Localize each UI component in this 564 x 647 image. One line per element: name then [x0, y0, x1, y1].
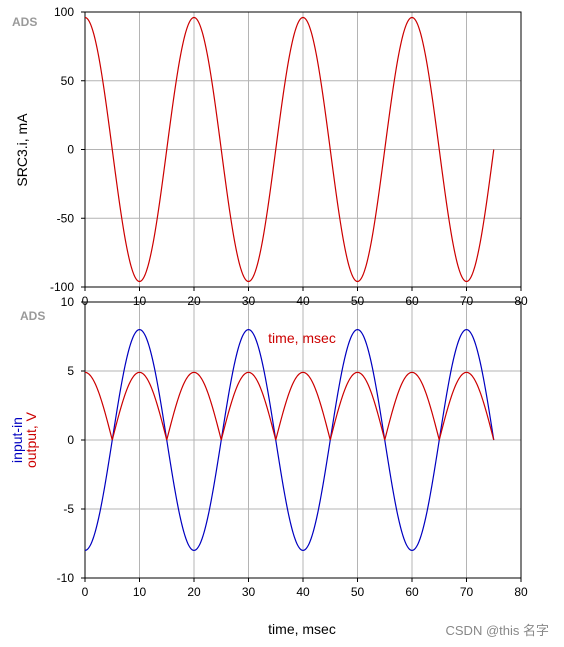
- x-tick-label: 10: [133, 585, 147, 599]
- y-tick-label: -50: [57, 211, 75, 225]
- series-lines-bottom: [84, 328, 495, 552]
- y-ticks-top: 100 50 0 -50 -100: [50, 5, 85, 294]
- x-tick-label: 20: [187, 585, 201, 599]
- x-tick-label: 80: [514, 294, 528, 308]
- x-tick-label: 0: [82, 294, 89, 308]
- y-tick-label: -5: [63, 502, 74, 516]
- y-axis-label-input: input-in: [9, 417, 25, 463]
- x-tick-label: 70: [460, 294, 474, 308]
- x-tick-label: 50: [351, 585, 365, 599]
- watermark: CSDN @this 名字: [446, 623, 550, 638]
- x-ticks-top: 0 10 20 30 40 50 60 70 80: [82, 287, 528, 308]
- x-tick-label: 70: [460, 585, 474, 599]
- y-tick-label: 50: [61, 74, 75, 88]
- x-tick-label: 40: [296, 294, 310, 308]
- ads-badge-bottom: ADS: [20, 309, 45, 323]
- x-tick-label: 60: [405, 585, 419, 599]
- x-axis-label-top: time, msec: [268, 330, 336, 346]
- grid-top: [85, 12, 521, 287]
- y-tick-label: 0: [67, 433, 74, 447]
- y-axis-label-top: SRC3.i, mA: [14, 113, 30, 187]
- x-tick-label: 40: [296, 585, 310, 599]
- x-tick-label: 50: [351, 294, 365, 308]
- x-axis-label-bottom: time, msec: [268, 621, 336, 637]
- x-tick-label: 0: [82, 585, 89, 599]
- series-line-output: [84, 371, 495, 441]
- y-tick-label: 10: [61, 295, 75, 309]
- x-tick-label: 20: [187, 294, 201, 308]
- y-tick-label: -10: [57, 571, 75, 585]
- y-ticks-bottom: 10 5 0 -5 -10: [57, 295, 85, 585]
- x-tick-label: 80: [514, 585, 528, 599]
- y-tick-label: -100: [50, 280, 74, 294]
- y-axis-label-output: output, V: [23, 411, 39, 468]
- y-tick-label: 100: [54, 5, 74, 19]
- series-lines-top: [84, 16, 495, 283]
- x-tick-label: 10: [133, 294, 147, 308]
- x-tick-label: 30: [242, 294, 256, 308]
- series-line-input-in: [84, 328, 495, 552]
- y-tick-label: 5: [67, 364, 74, 378]
- x-tick-label: 30: [242, 585, 256, 599]
- series-line-src3-i: [84, 16, 495, 283]
- x-tick-label: 60: [405, 294, 419, 308]
- ads-badge-top: ADS: [12, 15, 37, 29]
- x-ticks-bottom: 0 10 20 30 40 50 60 70 80: [82, 578, 528, 599]
- current-plot: ADS SRC3.i, mA 100 50 0 -50 -100 0 10 20 30 40 50…: [12, 5, 528, 308]
- y-tick-label: 0: [67, 143, 74, 157]
- grid-bottom: [85, 302, 521, 578]
